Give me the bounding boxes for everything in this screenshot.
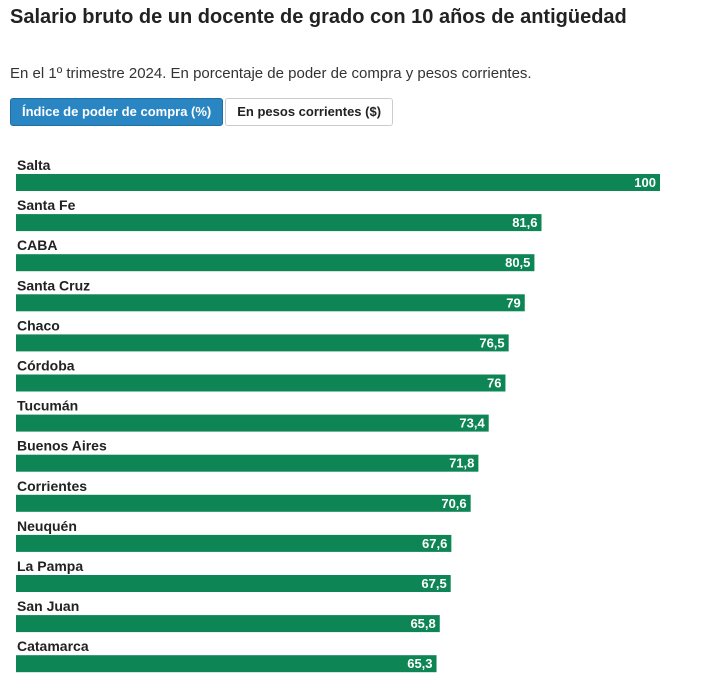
bar[interactable] xyxy=(16,374,506,392)
category-label: Chaco xyxy=(17,317,60,333)
bar[interactable] xyxy=(16,174,660,191)
chart-title: Salario bruto de un docente de grado con… xyxy=(10,6,627,28)
bar[interactable] xyxy=(16,214,542,232)
category-label: Santa Cruz xyxy=(17,277,90,293)
value-label: 79 xyxy=(506,295,520,310)
category-label: CABA xyxy=(17,237,57,253)
value-label: 81,6 xyxy=(512,215,537,230)
bar-row: Santa Fe 81,6 xyxy=(16,197,542,232)
bar-row: San Juan 65,8 xyxy=(16,598,440,633)
bar[interactable] xyxy=(16,494,471,512)
bar-row: Neuquén 67,6 xyxy=(16,518,452,552)
bar-row: Santa Cruz 79 xyxy=(16,277,525,312)
category-label: Tucumán xyxy=(17,398,78,414)
value-label: 71,8 xyxy=(449,456,474,471)
tab-bar: Índice de poder de compra (%) En pesos c… xyxy=(10,98,394,126)
value-label: 65,8 xyxy=(410,616,435,631)
category-label: Salta xyxy=(17,157,51,173)
value-label: 76 xyxy=(487,376,501,391)
category-label: Buenos Aires xyxy=(17,438,107,454)
value-label: 73,4 xyxy=(459,416,485,431)
bar-row: Salta 100 xyxy=(16,157,660,191)
bar[interactable] xyxy=(16,454,479,472)
bar[interactable] xyxy=(16,655,437,673)
value-label: 76,5 xyxy=(479,335,504,350)
bar-row: CABA 80,5 xyxy=(16,237,535,272)
category-label: Neuquén xyxy=(17,518,77,534)
category-label: La Pampa xyxy=(17,558,83,574)
value-label: 80,5 xyxy=(505,255,530,270)
category-label: San Juan xyxy=(17,598,79,614)
bar[interactable] xyxy=(16,615,440,633)
bar-row: Chaco 76,5 xyxy=(16,317,509,352)
value-label: 100 xyxy=(634,175,656,190)
value-label: 65,3 xyxy=(407,656,432,671)
bar-row: Catamarca 65,3 xyxy=(16,638,437,673)
chart-subtitle: En el 1º trimestre 2024. En porcentaje d… xyxy=(10,65,532,82)
tab-purchasing-power-index[interactable]: Índice de poder de compra (%) xyxy=(10,98,224,126)
category-label: Santa Fe xyxy=(17,197,76,213)
value-label: 67,6 xyxy=(422,536,447,551)
bar[interactable] xyxy=(16,414,489,432)
bar-row: Córdoba 76 xyxy=(16,358,506,392)
bar[interactable] xyxy=(16,334,509,352)
bar-row: Corrientes 70,6 xyxy=(16,478,471,512)
bar-row: La Pampa 67,5 xyxy=(16,558,451,592)
bar[interactable] xyxy=(16,254,535,272)
category-label: Córdoba xyxy=(17,358,75,374)
bar-chart: Salta 100 Santa Fe 81,6 CABA 80,5 Santa Cruz 79… xyxy=(16,157,660,673)
value-label: 70,6 xyxy=(441,496,466,511)
tab-current-pesos[interactable]: En pesos corrientes ($) xyxy=(225,98,394,126)
value-label: 67,5 xyxy=(421,576,446,591)
bar[interactable] xyxy=(16,575,451,592)
category-label: Corrientes xyxy=(17,478,87,494)
bar[interactable] xyxy=(16,534,452,552)
bar-row: Buenos Aires 71,8 xyxy=(16,438,479,472)
category-label: Catamarca xyxy=(17,638,89,654)
bar[interactable] xyxy=(16,294,525,312)
bar-row: Tucumán 73,4 xyxy=(16,398,489,432)
